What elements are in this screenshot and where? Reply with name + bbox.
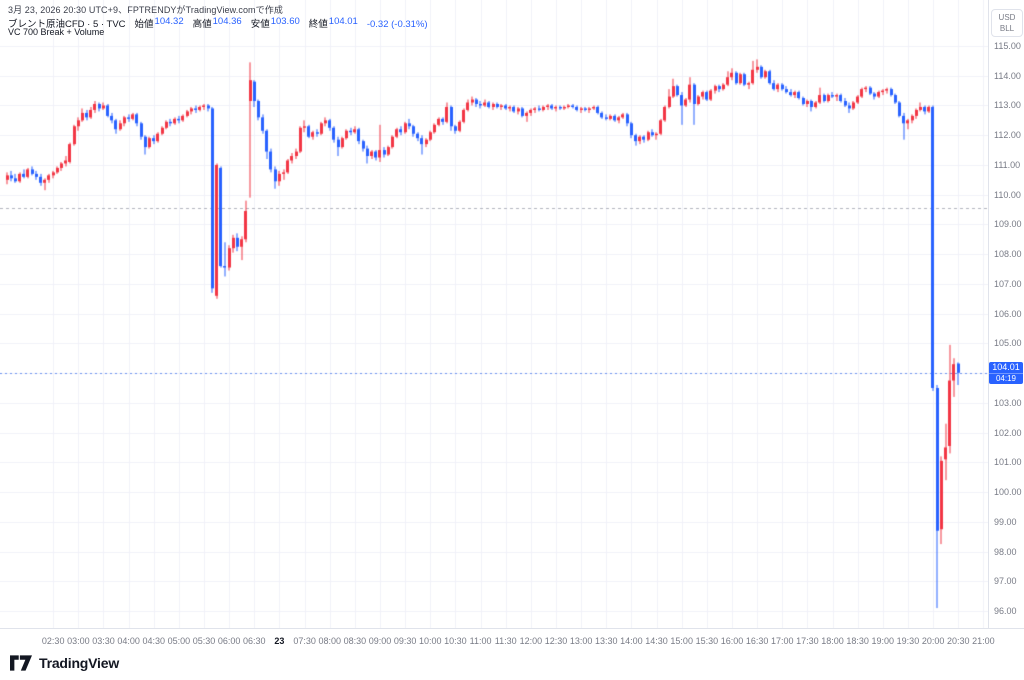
price-axis-label: 107.00 <box>994 278 1022 289</box>
time-axis-label: 16:00 <box>720 636 744 646</box>
price-axis-label: 112.00 <box>994 130 1021 141</box>
time-axis-label: 08:30 <box>343 636 367 646</box>
time-axis-label: 12:30 <box>544 636 568 646</box>
time-axis-label: 06:00 <box>217 636 241 646</box>
time-axis-label: 07:30 <box>293 636 316 646</box>
time-axis-label: 13:30 <box>595 636 618 646</box>
time-axis-label: 05:30 <box>192 636 216 646</box>
time-axis-label: 17:00 <box>770 636 794 646</box>
time-axis-label: 03:30 <box>92 636 115 646</box>
chart-attribution: 3月 23, 2026 20:30 UTC+9、FPTRENDYがTrading… <box>8 5 283 15</box>
time-axis[interactable]: 02:30 03:00 03:30 04:00 04:30 05:00 05:30 06:00… <box>0 628 1024 653</box>
candlestick-chart-canvas[interactable] <box>0 0 988 628</box>
tradingview-logo-icon <box>10 655 32 671</box>
price-axis-label: 102.00 <box>994 427 1022 438</box>
price-axis-label: 110.00 <box>994 189 1021 200</box>
close-value: 104.01 <box>328 16 358 27</box>
time-axis-label: 04:00 <box>117 636 140 646</box>
open-label: 始値 <box>134 19 154 30</box>
symbol-legend: ブレント原油CFD · 5 · TVC 始値 104.32 高値 104.36 安値… <box>8 16 428 30</box>
price-axis-label: 108.00 <box>994 249 1022 260</box>
open-value: 104.32 <box>154 16 184 27</box>
bar-countdown: 04:19 <box>989 372 1023 384</box>
price-axis-label: 103.00 <box>994 397 1022 408</box>
price-axis-label: 96.00 <box>994 606 1017 616</box>
price-axis-label: 97.00 <box>994 576 1017 587</box>
time-axis-label: 17:30 <box>796 636 819 646</box>
time-axis-label: 06:30 <box>243 636 266 646</box>
time-axis-label: 10:00 <box>419 636 442 646</box>
time-axis-label: 19:30 <box>896 636 920 646</box>
currency-label: USD <box>998 13 1016 22</box>
high-value: 104.36 <box>212 16 242 27</box>
high-label: 高値 <box>192 19 212 30</box>
session-break-label: 23 <box>274 636 285 646</box>
time-axis-label: 14:00 <box>620 636 643 646</box>
price-axis-label: 113.00 <box>994 100 1021 111</box>
time-axis-label: 13:00 <box>569 636 593 646</box>
last-price-value: 104.01 <box>989 361 1023 373</box>
time-axis-label: 19:00 <box>871 636 895 646</box>
low-value: 103.60 <box>270 16 300 27</box>
time-axis-label: 08:00 <box>318 636 341 646</box>
time-axis-label: 20:30 <box>946 636 970 646</box>
price-axis-label: 114.00 <box>994 70 1021 81</box>
last-price-badge: 104.01 04:19 <box>989 361 1023 384</box>
symbol-title[interactable]: ブレント原油CFD · 5 · TVC <box>8 19 126 30</box>
currency-unit-toggle[interactable]: USD BLL <box>991 9 1023 37</box>
time-axis-label: 03:00 <box>67 636 90 646</box>
time-axis-label: 21:00 <box>972 636 995 646</box>
price-axis-label: 98.00 <box>994 546 1017 557</box>
price-axis-label: 99.00 <box>994 516 1017 527</box>
price-axis-label: 109.00 <box>994 219 1022 230</box>
time-axis-label: 10:30 <box>444 636 467 646</box>
time-axis-label: 04:30 <box>142 636 166 646</box>
tradingview-logo[interactable]: TradingView <box>10 655 119 671</box>
time-axis-label: 16:30 <box>745 636 769 646</box>
time-axis-label: 11:00 <box>469 636 492 646</box>
change-value: -0.32 (-0.31%) <box>366 19 428 30</box>
legend-low: 安値 103.60 <box>251 16 300 30</box>
time-axis-label: 05:00 <box>167 636 191 646</box>
price-axis-label: 100.00 <box>994 487 1022 498</box>
legend-open: 始値 104.32 <box>135 16 184 30</box>
time-axis-label: 14:30 <box>645 636 668 646</box>
unit-label: BLL <box>999 24 1015 33</box>
time-axis-label: 18:00 <box>821 636 844 646</box>
price-axis-label: 101.00 <box>994 457 1022 468</box>
time-axis-label: 11:30 <box>494 636 517 646</box>
close-label: 終値 <box>308 19 328 30</box>
time-axis-label: 09:30 <box>393 636 417 646</box>
price-axis[interactable]: 115.00 114.00 113.00 112.00 111.00 110.00 109.… <box>988 0 1024 628</box>
legend-close: 終値 104.01 <box>309 16 358 30</box>
time-axis-label: 15:00 <box>670 636 693 646</box>
time-axis-label: 12:00 <box>519 636 543 646</box>
price-axis-label: 106.00 <box>994 308 1022 319</box>
time-axis-label: 20:00 <box>921 636 945 646</box>
time-axis-label: 15:30 <box>695 636 719 646</box>
low-label: 安値 <box>250 19 270 30</box>
indicator-legend[interactable]: VC 700 Break + Volume <box>8 27 105 37</box>
price-axis-label: 105.00 <box>994 338 1022 349</box>
price-axis-label: 115.00 <box>994 41 1021 51</box>
time-axis-label: 18:30 <box>846 636 869 646</box>
tradingview-logo-text: TradingView <box>39 655 120 671</box>
price-axis-label: 111.00 <box>994 159 1021 170</box>
legend-high: 高値 104.36 <box>193 16 242 30</box>
time-axis-label: 02:30 <box>41 636 65 646</box>
time-axis-label: 09:00 <box>368 636 392 646</box>
